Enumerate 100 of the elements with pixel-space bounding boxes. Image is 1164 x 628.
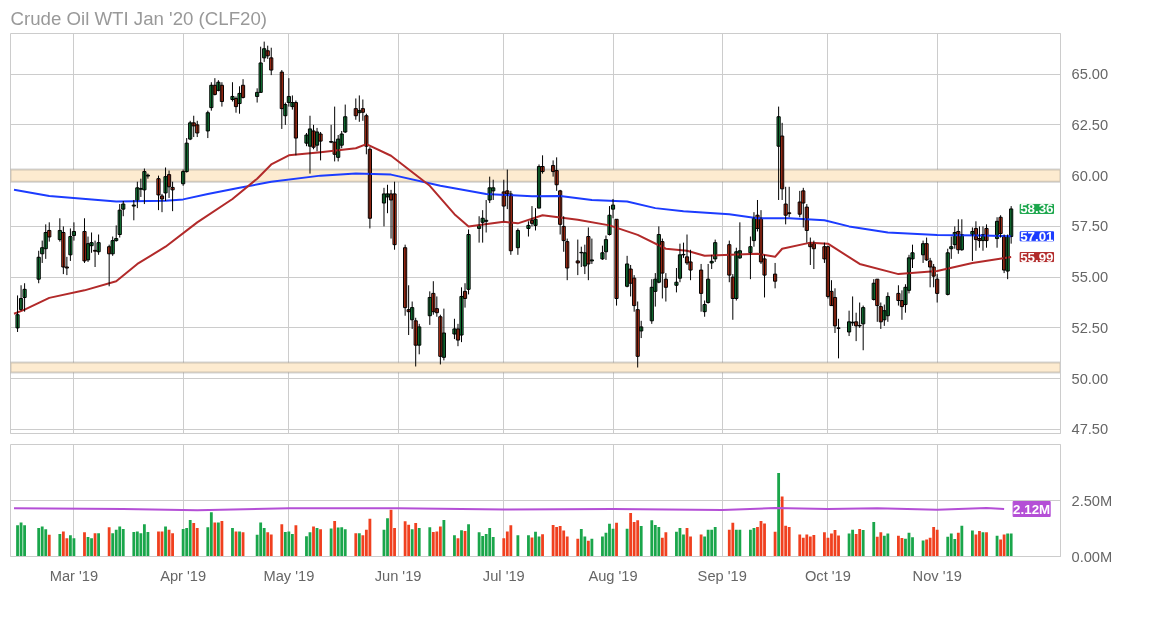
bar	[431, 532, 435, 557]
bar	[946, 536, 950, 557]
bar	[114, 529, 118, 557]
bar	[188, 519, 192, 557]
bar	[551, 524, 555, 557]
bar	[780, 496, 784, 557]
data-label: 2.12M	[1013, 501, 1051, 517]
bar	[935, 529, 939, 557]
data-label: 55.99	[1020, 249, 1054, 265]
bar	[171, 533, 174, 557]
x-tick-label: Oct '19	[804, 567, 851, 584]
bar	[971, 530, 974, 557]
y-tick-label: 65.00	[1071, 66, 1109, 83]
candlestick	[156, 175, 161, 211]
bar	[460, 530, 463, 557]
bar	[453, 535, 456, 557]
bar	[290, 534, 294, 557]
annotation: 58.36	[1020, 201, 1054, 217]
candlestick	[575, 239, 580, 276]
bar	[97, 533, 100, 557]
bar	[699, 534, 703, 557]
bar	[629, 513, 633, 557]
bar	[37, 528, 41, 557]
bar	[787, 526, 791, 557]
candlestick	[586, 226, 591, 281]
bar	[132, 532, 136, 557]
bar	[798, 534, 802, 557]
bar	[305, 536, 308, 557]
bar	[555, 526, 559, 557]
bar	[932, 526, 936, 557]
bar	[731, 522, 735, 557]
bar	[340, 527, 344, 557]
y-tick-label: 55.00	[1071, 269, 1109, 286]
bar	[1009, 533, 1013, 557]
bar	[336, 527, 340, 557]
bar	[312, 526, 315, 557]
bar	[142, 524, 146, 557]
bar	[121, 528, 125, 557]
bar	[949, 533, 953, 557]
bar	[639, 526, 643, 557]
candlestick	[392, 181, 397, 251]
bar	[956, 532, 960, 557]
bar	[985, 532, 988, 557]
candlestick	[22, 282, 27, 313]
bar	[403, 521, 407, 557]
bar	[801, 537, 805, 557]
bar	[590, 538, 594, 557]
bar	[238, 531, 241, 557]
bar	[675, 531, 678, 557]
bar	[527, 535, 530, 557]
y-tick-label: 0.00M	[1071, 548, 1113, 565]
candlestick	[318, 131, 323, 161]
bar	[181, 528, 185, 557]
bar	[164, 526, 167, 557]
bar	[16, 525, 19, 557]
bar	[847, 533, 851, 557]
y-tick-label: 60.00	[1071, 167, 1109, 184]
bar	[213, 522, 217, 557]
bar	[875, 536, 879, 557]
x-tick-label: Nov '19	[912, 567, 962, 584]
bar	[579, 528, 583, 557]
bar	[231, 528, 234, 557]
bar	[111, 533, 115, 557]
bar	[562, 530, 566, 557]
bar	[428, 527, 432, 557]
y-tick-label: 2.50M	[1071, 492, 1113, 509]
bar	[886, 533, 890, 557]
candlestick	[191, 115, 196, 138]
bar	[808, 536, 812, 557]
bar	[294, 525, 298, 557]
bar	[749, 529, 752, 557]
x-tick-label: Jun '19	[374, 567, 422, 584]
bar	[999, 539, 1003, 557]
bar	[414, 523, 418, 557]
bar	[410, 529, 414, 557]
bar	[657, 526, 661, 557]
bar	[157, 531, 160, 557]
bar	[854, 533, 858, 557]
y-tick-label: 47.50	[1071, 421, 1109, 438]
bar	[823, 532, 826, 557]
x-tick-label: Sep '19	[697, 567, 747, 584]
bar	[442, 519, 446, 557]
bar	[386, 518, 389, 557]
bar	[625, 528, 629, 557]
bar	[615, 522, 618, 557]
bar	[83, 532, 86, 557]
bar	[1002, 534, 1006, 557]
bar	[713, 526, 717, 557]
x-tick-label: Mar '19	[49, 567, 99, 584]
bar	[269, 534, 273, 557]
bar	[601, 536, 604, 557]
bar	[805, 534, 809, 557]
bar	[283, 532, 287, 557]
x-tick-label: Apr '19	[160, 567, 207, 584]
candlestick	[117, 203, 122, 239]
bar	[287, 531, 291, 557]
bar	[960, 525, 964, 557]
bar	[481, 535, 485, 557]
data-label: 57.01	[1020, 228, 1055, 244]
bar	[653, 524, 657, 557]
